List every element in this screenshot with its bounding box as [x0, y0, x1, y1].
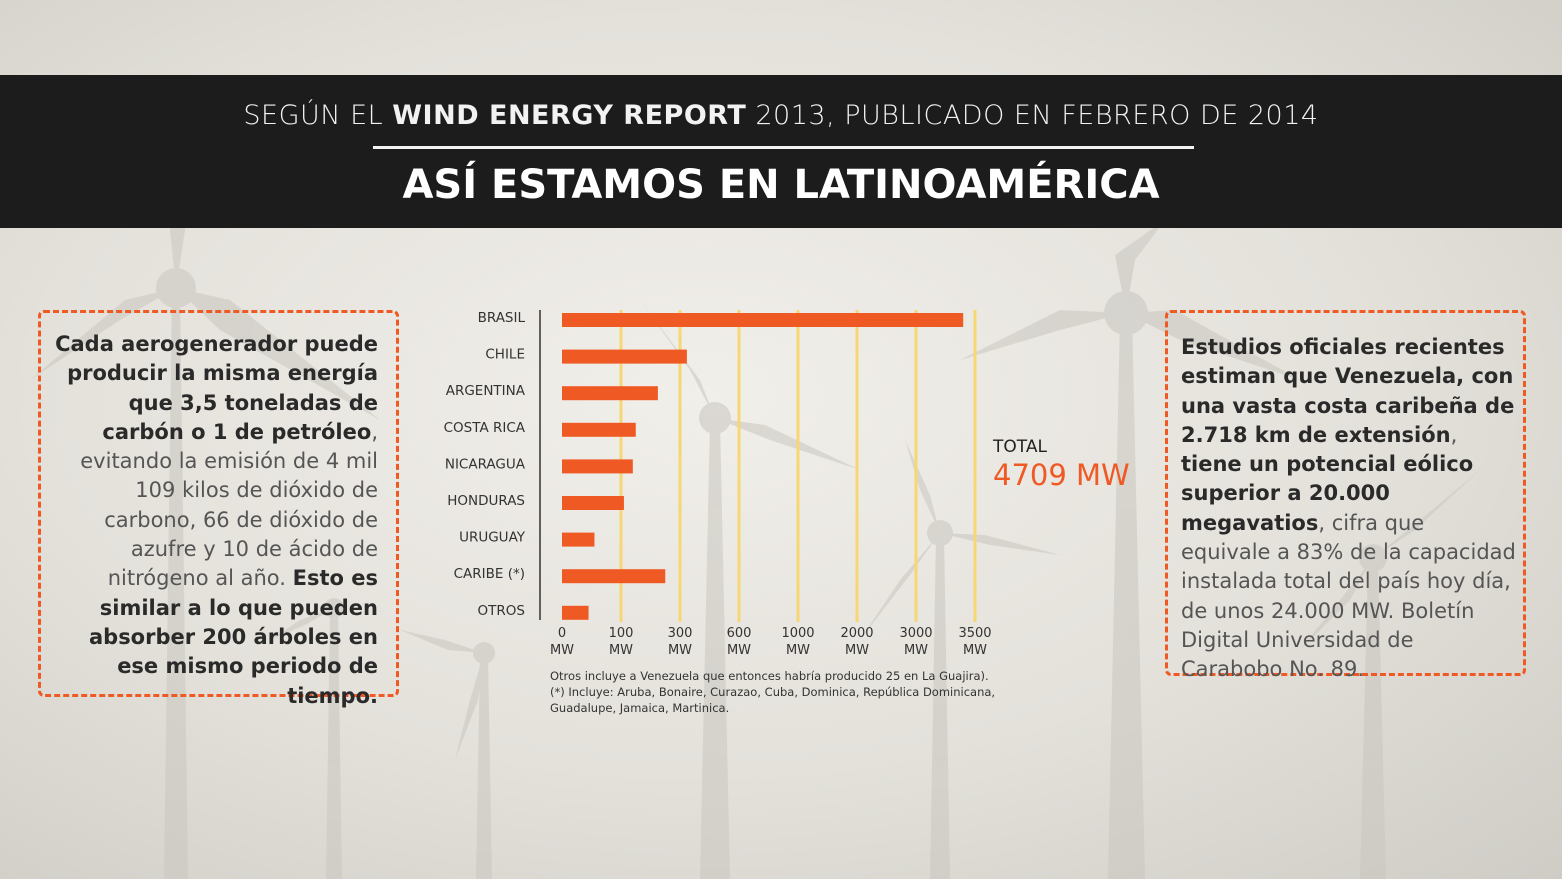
category-label: HONDURAS — [447, 493, 525, 509]
bar — [562, 313, 964, 327]
header-divider — [373, 146, 1194, 149]
bar — [562, 605, 589, 620]
wind-turbine-icon — [400, 630, 495, 879]
wind-turbine-icon — [270, 598, 344, 879]
category-label: ARGENTINA — [446, 383, 526, 399]
x-tick-label: 2000 — [840, 626, 873, 641]
page-title: ASÍ ESTAMOS EN LATINOAMÉRICA — [402, 162, 1160, 208]
chart-note-line: Otros incluye a Venezuela que entonces h… — [550, 669, 989, 683]
x-tick-label: 300 — [668, 626, 693, 641]
wind-turbine-icon — [960, 220, 1300, 879]
bar — [562, 459, 633, 474]
category-label: URUGUAY — [459, 530, 526, 546]
bar — [562, 349, 687, 364]
header-subtitle: SEGÚN EL WIND ENERGY REPORT 2013, PUBLIC… — [243, 100, 1319, 131]
bar — [562, 532, 595, 547]
chart-notes: Otros incluye a Venezuela que entonces h… — [550, 668, 1020, 716]
total-label: TOTAL — [993, 437, 1047, 457]
category-label: CARIBE (*) — [454, 566, 525, 582]
header-band — [0, 75, 1562, 228]
x-tick-unit: MW — [845, 643, 869, 658]
chart-note-line: (*) Incluye: Aruba, Bonaire, Curazao, Cu… — [550, 685, 996, 699]
bar — [562, 422, 636, 437]
right-info-box — [1165, 310, 1526, 676]
total-value: 4709 MW — [993, 458, 1130, 492]
wind-turbine-icon — [30, 100, 380, 879]
x-tick-label: 3000 — [899, 626, 932, 641]
wind-turbine-icon — [640, 300, 860, 879]
x-tick-unit: MW — [904, 643, 928, 658]
x-tick-unit: MW — [963, 643, 987, 658]
x-tick-label: 1000 — [781, 626, 814, 641]
x-tick-label: 100 — [609, 626, 634, 641]
x-tick-unit: MW — [609, 643, 633, 658]
wind-capacity-bar-chart: BRASIL CHILE ARGENTINA COSTA RICA NICARAGUA H… — [444, 310, 992, 658]
bar — [562, 496, 624, 510]
x-tick-label: 3500 — [958, 626, 991, 641]
category-label: BRASIL — [478, 310, 526, 326]
left-info-text: Cada aerogenerador puede producir la mis… — [55, 332, 378, 708]
chart-note-line: Guadalupe, Jamaica, Martinica. — [550, 701, 730, 715]
wind-turbine-icon — [1300, 470, 1480, 879]
x-tick-unit: MW — [786, 643, 810, 658]
x-tick-label: 0 — [558, 626, 566, 641]
bar — [562, 386, 658, 401]
x-tick-unit: MW — [727, 643, 751, 658]
x-tick-unit: MW — [550, 643, 574, 658]
left-info-box — [38, 310, 399, 697]
right-info-text: Estudios oficiales recientes estiman que… — [1181, 335, 1516, 682]
category-label: CHILE — [485, 347, 525, 363]
report-name: WIND ENERGY REPORT — [392, 100, 747, 131]
x-tick-unit: MW — [668, 643, 692, 658]
wind-turbine-icon — [860, 440, 1060, 879]
category-label: COSTA RICA — [444, 420, 526, 436]
x-tick-label: 600 — [727, 626, 752, 641]
category-label: OTROS — [478, 603, 525, 619]
bar — [562, 569, 666, 584]
category-label: NICARAGUA — [445, 456, 526, 472]
